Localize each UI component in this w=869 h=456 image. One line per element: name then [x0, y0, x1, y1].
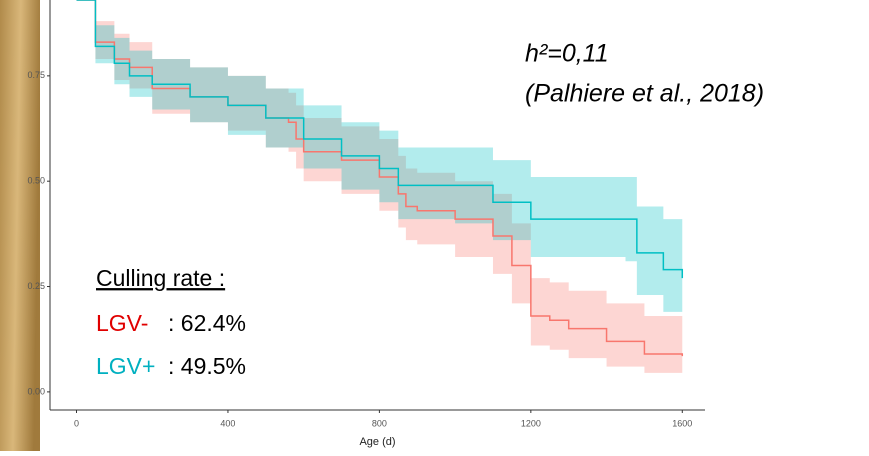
x-tick-label: 800	[372, 418, 387, 428]
y-tick-label: 0.75	[27, 70, 45, 80]
x-tick-label: 0	[74, 418, 79, 428]
y-tick-label: 0.00	[27, 386, 45, 396]
x-axis-label: Age (d)	[359, 436, 395, 448]
x-tick-label: 400	[220, 418, 235, 428]
x-tick-label: 1200	[521, 418, 541, 428]
survival-line	[76, 0, 684, 357]
legend-label: LGV+	[96, 353, 155, 379]
annotation: (Palhiere et al., 2018)	[525, 80, 764, 108]
annotation: Culling rate :	[96, 265, 225, 291]
annotation: h²=0,11	[525, 40, 609, 68]
x-tick-label: 1600	[672, 418, 692, 428]
annotation: : 49.5%	[168, 353, 246, 379]
y-tick-label: 0.25	[27, 281, 45, 291]
background-strip	[0, 0, 40, 451]
legend-label: LGV-	[96, 310, 148, 336]
plot: 0.00 0.25 0.50 0.75 0 400 800 1200 1600 Age (d)	[27, 0, 705, 448]
survival-line	[76, 0, 684, 279]
y-tick-label: 0.50	[27, 176, 45, 186]
annotation: : 62.4%	[168, 310, 246, 336]
